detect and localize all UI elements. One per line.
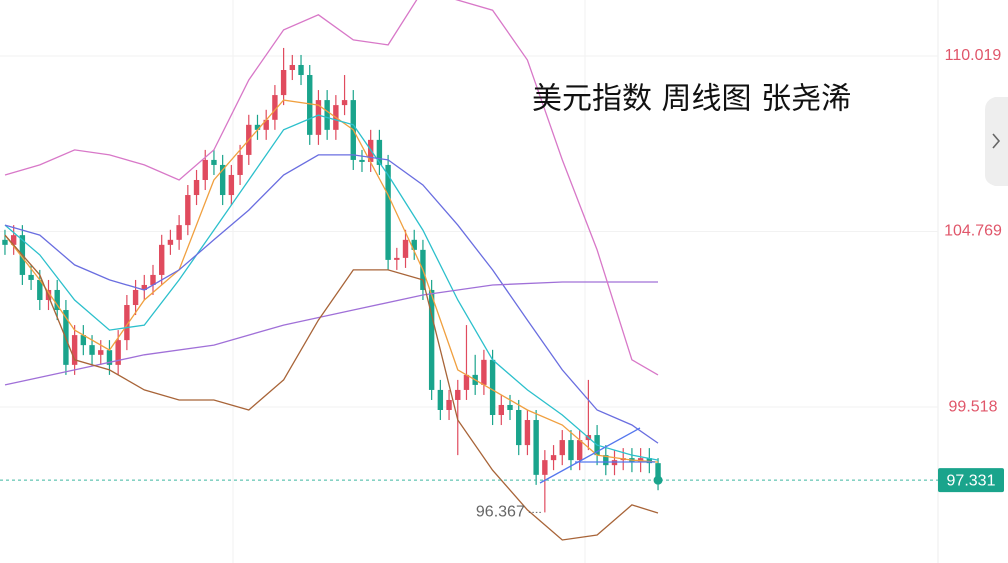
candle-body (10, 235, 17, 245)
candle-body (228, 174, 235, 196)
candle-body (411, 239, 417, 250)
candle-body (132, 289, 139, 306)
candle-body (576, 440, 583, 461)
candle-body (280, 70, 287, 96)
candle-body (646, 458, 653, 464)
candle-body (167, 239, 174, 245)
candle-body (516, 409, 522, 446)
candle-body (481, 359, 487, 385)
candle-body (289, 64, 296, 71)
plot-area (0, 0, 938, 541)
indicator-line (4, 114, 659, 461)
current-price-dot (653, 475, 663, 485)
candle-body (37, 279, 43, 301)
indicator-line (4, 0, 659, 376)
candle-body (463, 374, 470, 390)
current-price-label: 97.331 (947, 472, 996, 489)
candle-body (211, 159, 217, 165)
candle-body (98, 350, 104, 355)
candle-body (219, 164, 226, 196)
candle-body (455, 389, 461, 400)
candle-body (341, 100, 348, 106)
candle-body (603, 455, 609, 466)
candle-body (428, 289, 435, 390)
candle-body (185, 195, 191, 226)
candle-body (150, 274, 156, 285)
candle-body (307, 75, 313, 135)
chart-title: 美元指数 周线图 张尧浠 (532, 82, 851, 117)
candle-body (559, 440, 565, 456)
y-tick-label: 104.769 (944, 223, 1002, 240)
side-tab-arrow[interactable] (992, 133, 1001, 149)
candle-body (402, 239, 409, 258)
candle-body (507, 404, 513, 410)
low-label: 96.367 (476, 504, 525, 521)
candle-body (542, 460, 548, 475)
candle-body (315, 100, 322, 135)
candle-body (80, 335, 87, 346)
candle-body (237, 154, 243, 175)
candle-body (489, 359, 496, 416)
candle-body (272, 95, 278, 120)
candle-body (124, 305, 130, 341)
candle-body (202, 159, 208, 180)
candle-body (655, 463, 661, 481)
candle-body (498, 404, 505, 416)
candle-body (568, 440, 574, 461)
candle-body (193, 179, 200, 196)
candle-body (446, 399, 452, 410)
candle-body (298, 64, 304, 76)
candle-body (159, 244, 165, 275)
candle-body (28, 274, 34, 280)
candle-body (141, 284, 147, 290)
side-tab[interactable] (985, 97, 1008, 186)
candle-body (550, 455, 557, 461)
candle-body (115, 340, 121, 365)
current-price-box (938, 468, 1004, 493)
candle-body (394, 257, 400, 260)
candle-body (359, 159, 365, 162)
indicator-line (4, 99, 659, 463)
indicator-line (4, 281, 658, 386)
candle-body (524, 420, 531, 446)
candle-body (385, 164, 391, 260)
candle-body (533, 420, 539, 475)
trend-line (539, 427, 641, 484)
indicator-line (4, 234, 659, 541)
indicator-line (4, 154, 659, 444)
candle-body (106, 350, 113, 365)
candle-body (376, 139, 383, 165)
candle-body (2, 239, 8, 245)
candle-body (324, 100, 330, 130)
candle-body (437, 389, 444, 410)
candle-body (71, 335, 78, 365)
candle-body (89, 345, 95, 355)
candle-body (263, 119, 269, 130)
candle-body (254, 124, 261, 130)
candle-body (176, 225, 182, 240)
y-tick-label: 110.019 (945, 47, 1002, 64)
candle-body (54, 289, 60, 311)
y-tick-label: 99.518 (949, 398, 998, 415)
